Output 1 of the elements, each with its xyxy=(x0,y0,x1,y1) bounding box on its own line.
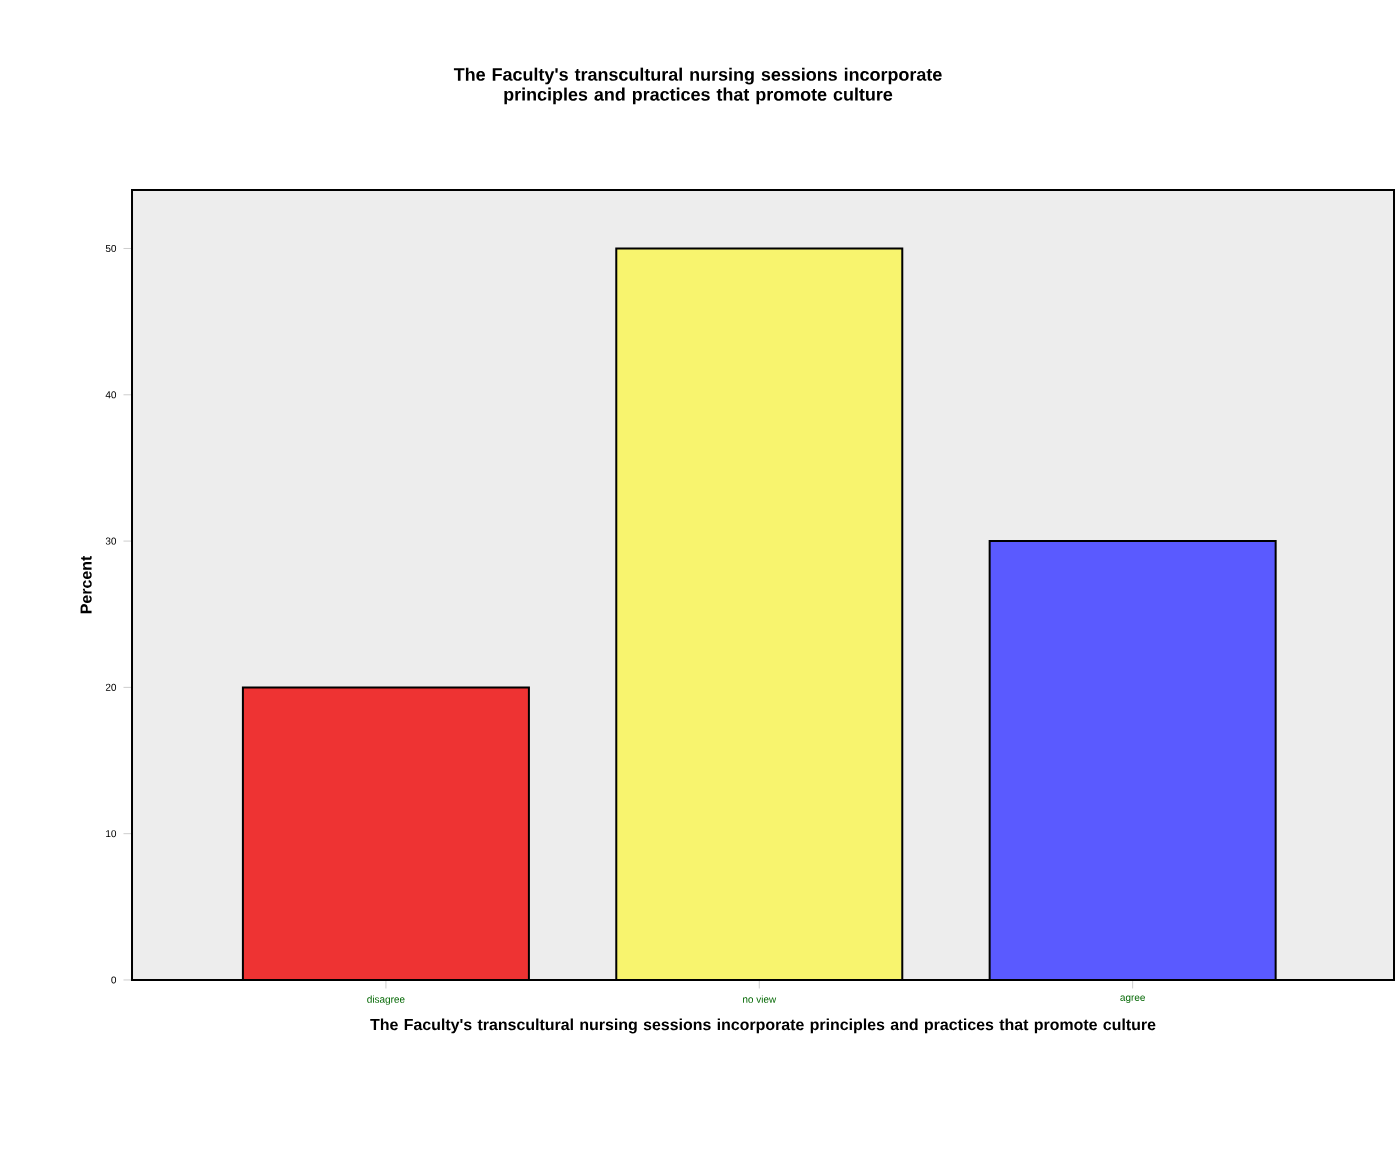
chart-title: The Faculty's transcultural nursing sessions incorporate principles and practices that promote culture xyxy=(453,67,942,105)
